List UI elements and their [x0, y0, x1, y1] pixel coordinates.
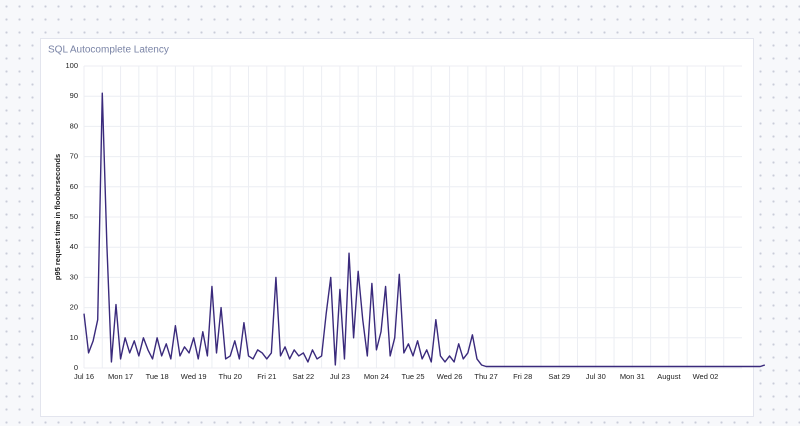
x-tick-label: Fri 28 [513, 372, 532, 381]
x-tick-label: Jul 16 [74, 372, 94, 381]
y-axis-label: p95 request time in flooberseconds [53, 154, 62, 280]
x-tick-label: Wed 19 [181, 372, 207, 381]
y-tick-label: 70 [70, 152, 78, 161]
x-tick-label: Tue 18 [146, 372, 169, 381]
y-tick-label: 30 [70, 272, 78, 281]
x-tick-label: Thu 27 [474, 372, 497, 381]
x-tick-label: Jul 23 [330, 372, 350, 381]
y-tick-label: 0 [74, 363, 78, 372]
x-tick-label: Mon 17 [108, 372, 133, 381]
y-tick-label: 10 [70, 333, 78, 342]
x-tick-label: Tue 25 [401, 372, 424, 381]
x-tick-label: Wed 26 [437, 372, 463, 381]
x-tick-label: Mon 24 [364, 372, 389, 381]
series-line [83, 92, 766, 368]
chart-title: SQL Autocomplete Latency [48, 45, 169, 56]
y-tick-label: 20 [70, 303, 78, 312]
x-tick-label: Sat 29 [548, 372, 570, 381]
x-tick-label: Fri 21 [257, 372, 276, 381]
y-tick-label: 80 [70, 121, 78, 130]
y-tick-label: 100 [65, 61, 78, 70]
y-tick-label: 90 [70, 91, 78, 100]
y-tick-label: 40 [70, 242, 78, 251]
x-tick-label: Thu 20 [219, 372, 242, 381]
x-tick-label: Sat 22 [292, 372, 314, 381]
x-tick-label: Mon 31 [620, 372, 645, 381]
x-tick-label: Wed 02 [693, 372, 719, 381]
x-tick-label: August [657, 372, 681, 381]
y-tick-label: 50 [70, 212, 78, 221]
x-tick-label: Jul 30 [586, 372, 606, 381]
y-tick-label: 60 [70, 182, 78, 191]
chart-card [40, 38, 754, 417]
